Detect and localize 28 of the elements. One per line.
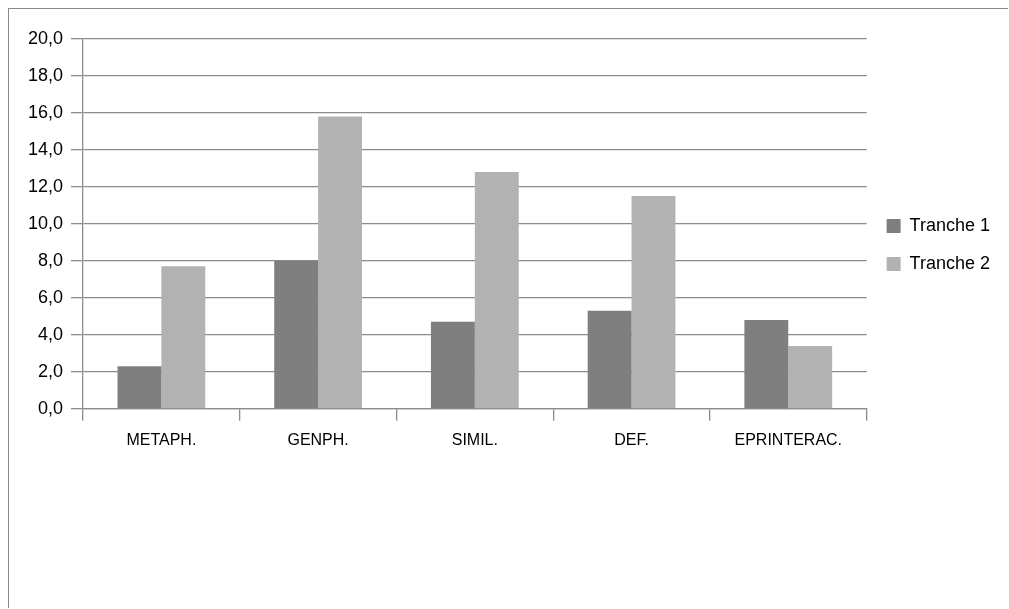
x-tick-label: SIMIL. bbox=[451, 430, 498, 448]
x-tick-label: GENPH. bbox=[287, 430, 349, 448]
y-tick-label: 2,0 bbox=[38, 360, 64, 381]
y-tick-label: 20,0 bbox=[27, 27, 64, 48]
y-tick-label: 14,0 bbox=[27, 138, 64, 159]
bar bbox=[788, 345, 833, 409]
y-tick-label: 16,0 bbox=[27, 101, 64, 122]
bar bbox=[430, 321, 475, 409]
bar bbox=[274, 260, 319, 409]
y-tick-label: 10,0 bbox=[27, 212, 64, 233]
y-tick-label: 18,0 bbox=[27, 64, 64, 85]
bar bbox=[117, 366, 162, 409]
y-tick-label: 8,0 bbox=[38, 249, 64, 270]
y-tick-label: 4,0 bbox=[38, 323, 64, 344]
bar bbox=[587, 310, 632, 409]
y-tick-label: 6,0 bbox=[38, 286, 64, 307]
bar bbox=[474, 172, 519, 409]
legend-label: Tranche 1 bbox=[909, 214, 991, 235]
x-tick-label: METAPH. bbox=[126, 430, 197, 448]
bar bbox=[744, 320, 789, 409]
bar bbox=[161, 266, 206, 409]
legend-label: Tranche 2 bbox=[909, 252, 991, 273]
x-tick-label: DEF. bbox=[614, 430, 649, 448]
x-tick-label: EPRINTERAC. bbox=[734, 430, 843, 448]
bar bbox=[318, 116, 362, 409]
y-tick-label: 0,0 bbox=[38, 397, 64, 418]
y-tick-label: 12,0 bbox=[27, 175, 64, 196]
bar bbox=[631, 196, 676, 409]
